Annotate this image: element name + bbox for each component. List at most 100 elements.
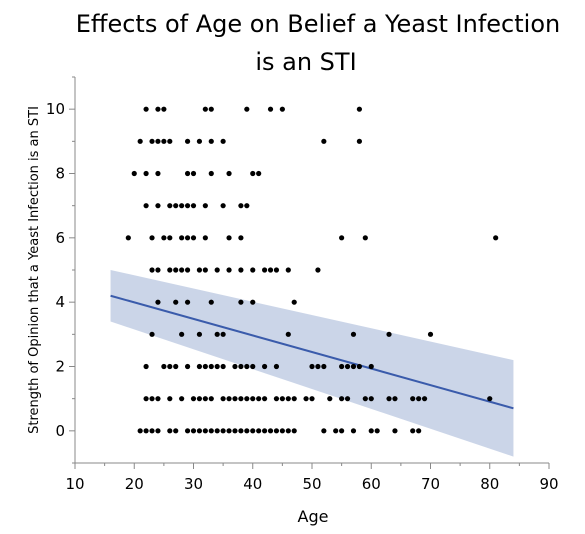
- data-point: [143, 203, 149, 209]
- confidence-band-layer: [110, 270, 514, 457]
- data-point: [315, 267, 321, 273]
- data-point: [190, 235, 197, 241]
- data-point: [386, 396, 392, 402]
- data-point: [238, 203, 244, 209]
- data-point: [208, 363, 214, 370]
- data-point: [493, 235, 499, 241]
- data-point: [267, 267, 274, 273]
- data-point: [250, 170, 256, 177]
- data-point: [214, 331, 220, 337]
- data-point: [149, 235, 155, 241]
- data-point: [214, 428, 220, 434]
- data-point: [238, 428, 244, 434]
- data-point: [196, 331, 203, 337]
- data-point: [256, 428, 262, 434]
- data-point: [196, 428, 203, 434]
- data-point: [344, 363, 351, 370]
- data-point: [125, 235, 131, 241]
- x-tick-label: 10: [65, 475, 84, 493]
- y-tick-label: 6: [55, 229, 65, 247]
- x-axis-ticks: 10 20 30 40 50 60 70 80 90: [65, 463, 559, 493]
- data-point: [350, 331, 357, 337]
- data-point: [149, 331, 155, 337]
- data-point: [137, 428, 143, 434]
- data-point: [184, 138, 191, 144]
- data-point: [143, 363, 149, 370]
- data-point: [208, 106, 214, 112]
- data-point: [244, 203, 250, 209]
- data-point: [155, 396, 161, 402]
- y-axis-ticks: 0 2 4 6 8 10: [46, 76, 75, 464]
- data-point: [208, 428, 214, 434]
- data-point: [173, 428, 179, 434]
- data-point: [202, 235, 208, 241]
- data-point: [208, 299, 214, 305]
- x-tick-label: 60: [362, 475, 381, 493]
- data-point: [167, 203, 173, 209]
- chart-title-line-2: is an STI: [255, 48, 356, 76]
- data-point: [184, 267, 191, 273]
- data-point: [321, 428, 327, 434]
- data-point: [179, 331, 185, 337]
- data-point: [214, 267, 220, 273]
- data-point: [350, 363, 357, 370]
- data-point: [356, 363, 362, 370]
- data-point: [368, 396, 374, 402]
- data-point: [285, 331, 291, 337]
- data-point: [279, 106, 285, 112]
- data-point: [184, 299, 191, 305]
- data-point: [161, 363, 167, 370]
- data-point: [202, 363, 208, 370]
- data-point: [184, 170, 191, 177]
- data-point: [190, 170, 197, 177]
- data-point: [226, 170, 232, 177]
- plot-area: [110, 106, 514, 457]
- fit-line-layer: [110, 294, 514, 410]
- data-point: [155, 267, 161, 273]
- data-point: [179, 235, 185, 241]
- data-point: [196, 267, 203, 273]
- data-point: [226, 428, 232, 434]
- y-tick-label: 4: [55, 293, 65, 311]
- data-point: [137, 138, 143, 144]
- data-point: [131, 170, 137, 177]
- data-point: [173, 203, 179, 209]
- data-point: [368, 428, 374, 434]
- data-point: [374, 428, 380, 434]
- data-point: [267, 106, 274, 112]
- y-tick-label: 10: [46, 100, 65, 118]
- data-point: [173, 299, 179, 305]
- y-tick-label: 0: [55, 422, 65, 440]
- data-point: [167, 363, 173, 370]
- data-point: [196, 396, 203, 402]
- x-tick-label: 90: [539, 475, 558, 493]
- data-point: [416, 396, 422, 402]
- data-point: [410, 428, 416, 434]
- data-point: [487, 396, 493, 402]
- data-point: [202, 203, 208, 209]
- data-point: [149, 428, 155, 434]
- x-tick-label: 40: [243, 475, 262, 493]
- data-point: [161, 138, 167, 144]
- data-point: [250, 363, 256, 370]
- data-point: [232, 428, 238, 434]
- data-point: [291, 428, 297, 434]
- data-point: [220, 138, 226, 144]
- data-point: [167, 428, 173, 434]
- data-point: [208, 170, 214, 177]
- data-point: [285, 267, 291, 273]
- data-point: [220, 396, 226, 402]
- data-point: [238, 363, 244, 370]
- confidence-band: [110, 270, 514, 457]
- data-point: [273, 428, 280, 434]
- data-point: [362, 396, 368, 402]
- data-point: [190, 428, 197, 434]
- data-point: [155, 106, 161, 112]
- data-point: [244, 396, 250, 402]
- x-tick-label: 20: [125, 475, 144, 493]
- data-point: [167, 138, 173, 144]
- data-point: [184, 428, 191, 434]
- data-point: [149, 267, 155, 273]
- data-point: [339, 235, 345, 241]
